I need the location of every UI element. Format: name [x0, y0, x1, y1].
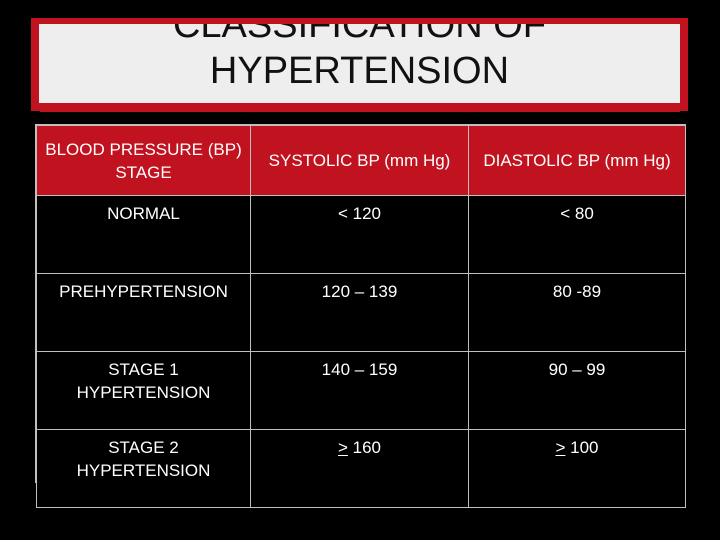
cell-systolic: > 160: [250, 429, 469, 508]
cell-stage: NORMAL: [36, 195, 251, 274]
cell-diastolic: < 80: [468, 195, 686, 274]
slide-title: CLASSIFICATION OF HYPERTENSION: [39, 24, 680, 94]
table-row: STAGE 2 HYPERTENSION > 160 > 100: [36, 429, 686, 508]
cell-systolic: 120 – 139: [250, 273, 469, 352]
table-header-row: BLOOD PRESSURE (BP) STAGE SYSTOLIC BP (m…: [36, 125, 686, 196]
greater-equal-symbol: >: [555, 438, 566, 457]
greater-equal-symbol: >: [337, 438, 348, 457]
diastolic-value: 100: [565, 438, 599, 457]
table-row: PREHYPERTENSION 120 – 139 80 -89: [36, 273, 686, 352]
cell-stage: PREHYPERTENSION: [36, 273, 251, 352]
header-systolic: SYSTOLIC BP (mm Hg): [250, 125, 469, 196]
cell-systolic: < 120: [250, 195, 469, 274]
cell-stage: STAGE 1 HYPERTENSION: [36, 351, 251, 430]
table-row: STAGE 1 HYPERTENSION 140 – 159 90 – 99: [36, 351, 686, 430]
cell-diastolic: 80 -89: [468, 273, 686, 352]
header-diastolic: DIASTOLIC BP (mm Hg): [468, 125, 686, 196]
title-panel: CLASSIFICATION OF HYPERTENSION: [39, 24, 680, 103]
cell-diastolic: 90 – 99: [468, 351, 686, 430]
table-row: NORMAL < 120 < 80: [36, 195, 686, 274]
header-bp-stage: BLOOD PRESSURE (BP) STAGE: [36, 125, 251, 196]
cell-systolic: 140 – 159: [250, 351, 469, 430]
systolic-value: 160: [347, 438, 382, 457]
title-line-1: CLASSIFICATION OF: [172, 24, 546, 46]
title-banner: CLASSIFICATION OF HYPERTENSION: [31, 18, 688, 111]
cell-diastolic: > 100: [468, 429, 686, 508]
classification-table: BLOOD PRESSURE (BP) STAGE SYSTOLIC BP (m…: [35, 124, 686, 508]
title-line-2: HYPERTENSION: [209, 50, 510, 92]
cell-stage: STAGE 2 HYPERTENSION: [36, 429, 251, 508]
